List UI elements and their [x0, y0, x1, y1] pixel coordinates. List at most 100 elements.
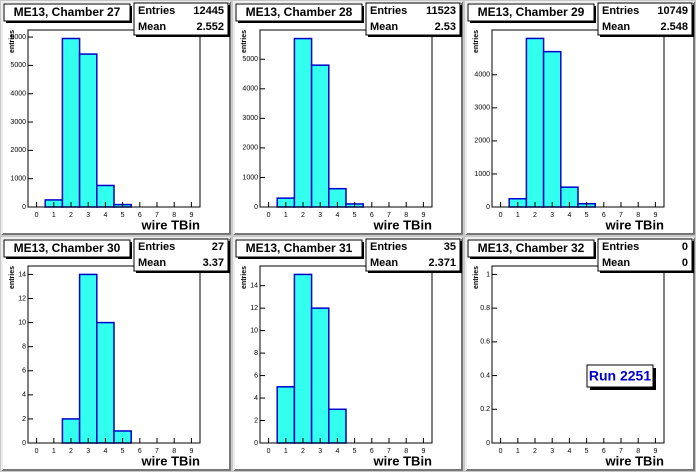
y-tick-label: 4: [22, 392, 26, 399]
y-tick-label: 4: [254, 395, 258, 402]
frame: [491, 29, 665, 208]
x-tick-label: 4: [103, 448, 107, 455]
x-tick-label: 5: [121, 212, 125, 219]
y-axis-title: entries: [9, 266, 16, 289]
x-tick-label: 2: [69, 212, 73, 219]
y-tick-label: 0: [486, 440, 490, 447]
pad-background: [2, 2, 230, 234]
x-tick-label: 9: [653, 448, 657, 455]
x-tick-label: 0: [267, 212, 271, 219]
stats-box: [365, 2, 461, 36]
x-tick-label: 7: [155, 212, 159, 219]
y-tick-label: 6: [22, 368, 26, 375]
stats-mean-label: Mean: [602, 21, 630, 33]
x-tick-label: 8: [636, 212, 640, 219]
frame: [491, 265, 665, 444]
y-axis-title: entries: [241, 266, 248, 289]
x-tick-label: 1: [284, 212, 288, 219]
y-tick-label: 2: [22, 416, 26, 423]
stats-entries: 35: [444, 241, 456, 253]
x-tick-label: 5: [585, 448, 589, 455]
stats-mean-label: Mean: [370, 257, 398, 269]
y-tick-label: 2000: [474, 138, 490, 145]
x-tick-label: 5: [353, 212, 357, 219]
y-tick-label: 14: [250, 283, 258, 290]
title-box: [235, 3, 363, 22]
y-tick-label: 6: [254, 372, 258, 379]
x-tick-label: 0: [35, 448, 39, 455]
x-tick-label: 8: [636, 448, 640, 455]
x-tick-label: 6: [370, 212, 374, 219]
title-box: [467, 239, 595, 258]
y-tick-label: 3000: [474, 105, 490, 112]
title-box: [3, 239, 131, 258]
stats-mean: 0: [682, 257, 688, 269]
stats-entries-label: Entries: [370, 241, 407, 253]
chart-title: ME13, Chamber 31: [246, 241, 353, 255]
y-tick-label: 2000: [242, 145, 258, 152]
x-tick-label: 0: [267, 448, 271, 455]
frame: [27, 265, 201, 444]
x-tick-label: 1: [516, 448, 520, 455]
stats-mean: 2.371: [428, 257, 456, 269]
y-axis-title: entries: [9, 30, 16, 53]
x-tick-label: 8: [172, 212, 176, 219]
stats-entries: 27: [212, 241, 224, 253]
pad-background: [234, 2, 462, 234]
x-tick-label: 6: [602, 212, 606, 219]
stats-box: [365, 238, 461, 272]
x-tick-label: 9: [421, 212, 425, 219]
x-tick-label: 9: [189, 448, 193, 455]
stats-box: [133, 2, 229, 36]
pad-background: [466, 2, 694, 234]
y-tick-label: 8: [254, 350, 258, 357]
title-box: [467, 3, 595, 22]
y-tick-label: 1000: [474, 171, 490, 178]
stats-mean-label: Mean: [602, 257, 630, 269]
pad-bevel-light: [465, 237, 694, 470]
x-tick-label: 3: [318, 212, 322, 219]
bar: [78, 273, 98, 444]
x-tick-label: 0: [35, 212, 39, 219]
x-tick-label: 5: [353, 448, 357, 455]
bar: [61, 37, 81, 208]
bar: [310, 307, 330, 444]
x-axis-title: wire TBin: [372, 217, 432, 232]
chart-title: ME13, Chamber 28: [246, 5, 353, 19]
y-tick-label: 12: [18, 295, 26, 302]
x-tick-label: 3: [86, 448, 90, 455]
x-tick-label: 2: [301, 448, 305, 455]
x-tick-label: 6: [602, 448, 606, 455]
y-tick-label: 10: [18, 319, 26, 326]
y-tick-label: 0.6: [480, 339, 490, 346]
y-axis-title: entries: [473, 30, 480, 53]
y-tick-label: 2: [254, 417, 258, 424]
bar: [96, 321, 115, 444]
x-tick-label: 0: [499, 212, 503, 219]
stats-entries-label: Entries: [370, 5, 407, 17]
chart-title: ME13, Chamber 30: [14, 241, 121, 255]
frame: [259, 265, 433, 444]
y-tick-label: 0.4: [480, 372, 490, 379]
y-tick-label: 0: [254, 204, 258, 211]
x-tick-label: 4: [567, 448, 571, 455]
x-tick-label: 8: [172, 448, 176, 455]
x-tick-label: 1: [52, 212, 56, 219]
y-tick-label: 0.8: [480, 305, 490, 312]
x-tick-label: 2: [301, 212, 305, 219]
x-axis-title: wire TBin: [604, 217, 664, 232]
stats-entries-label: Entries: [138, 241, 175, 253]
y-tick-label: 0: [486, 204, 490, 211]
y-axis-title: entries: [241, 30, 248, 53]
stats-mean: 3.37: [203, 257, 224, 269]
y-tick-label: 0: [22, 440, 26, 447]
x-tick-label: 4: [335, 212, 339, 219]
x-tick-label: 7: [619, 448, 623, 455]
x-tick-label: 9: [653, 212, 657, 219]
x-tick-label: 4: [103, 212, 107, 219]
x-tick-label: 3: [550, 212, 554, 219]
